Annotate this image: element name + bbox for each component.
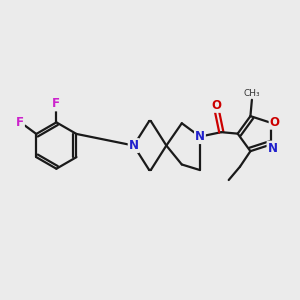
Text: F: F — [16, 116, 24, 129]
Text: N: N — [268, 142, 278, 154]
Text: O: O — [270, 116, 280, 129]
Text: CH₃: CH₃ — [244, 89, 260, 98]
Text: N: N — [195, 130, 205, 143]
Text: O: O — [212, 99, 222, 112]
Text: F: F — [52, 98, 60, 110]
Text: N: N — [129, 139, 139, 152]
